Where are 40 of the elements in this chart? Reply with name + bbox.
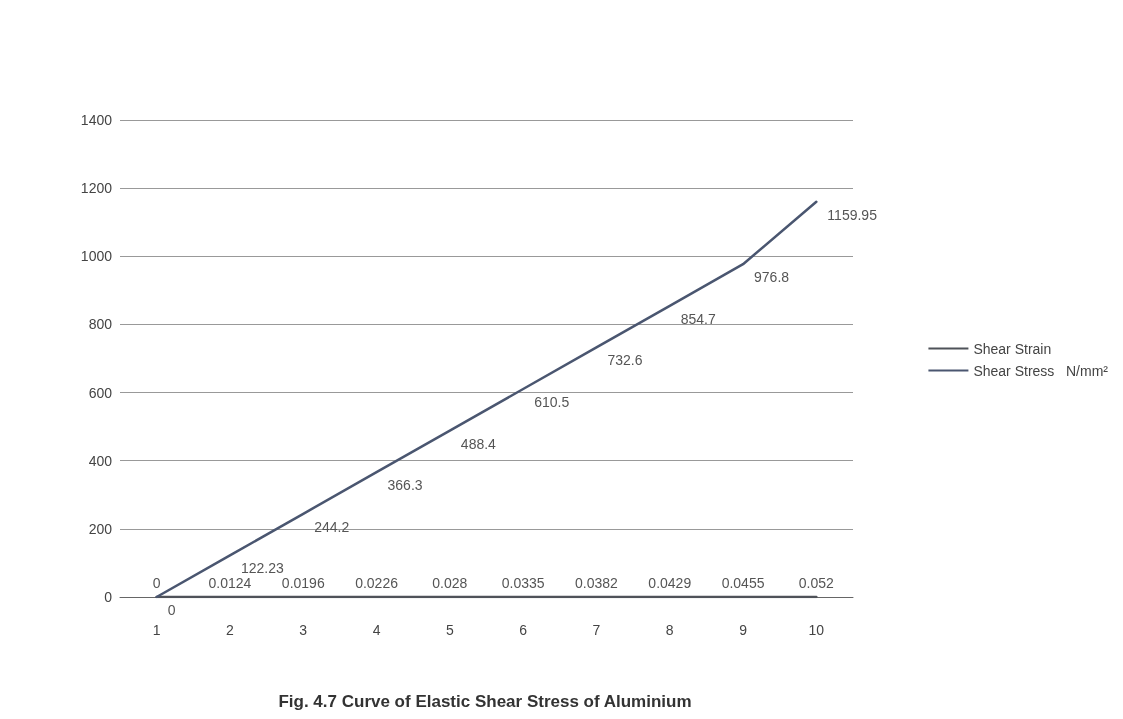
x-tick-label: 3 <box>299 622 308 638</box>
x-tick-label: 10 <box>808 622 825 638</box>
x-tick-label: 7 <box>592 622 601 638</box>
y-tick-label: 200 <box>88 520 113 537</box>
data-label: 366.3 <box>387 477 423 494</box>
x-tick-label: 1 <box>152 622 161 638</box>
data-label: 0.0124 <box>208 575 252 591</box>
data-label: 0 <box>167 602 176 618</box>
text: Fig. 4.7 Curve of Elastic Shear Stress of Aluminium <box>278 692 692 711</box>
legend-label: Shear Stress N/mm² <box>973 362 1109 379</box>
x-tick-label: 2 <box>226 622 235 638</box>
data-label: 0.0455 <box>721 574 765 591</box>
data-label: 0.052 <box>798 574 835 591</box>
x-tick-label: 5 <box>445 622 454 638</box>
x-tick-label: 9 <box>739 622 748 638</box>
data-label: 0.0382 <box>575 574 619 591</box>
y-tick-label: 1200 <box>80 180 113 197</box>
data-label: 0 <box>152 575 161 591</box>
x-tick-label: 4 <box>372 622 381 638</box>
data-label: 0.028 <box>432 574 468 591</box>
data-label: 0.0429 <box>648 574 692 591</box>
data-label: 488.4 <box>460 435 497 452</box>
y-tick-label: 400 <box>88 452 113 469</box>
y-tick-label: 0 <box>104 589 113 605</box>
data-label: 976.8 <box>754 269 790 286</box>
legend-label: Shear Strain <box>973 340 1052 357</box>
data-label: 0.0335 <box>501 574 545 591</box>
data-label: 122.23 <box>240 560 284 577</box>
data-label: 0.0226 <box>355 574 399 591</box>
y-tick-label: 800 <box>88 316 113 333</box>
data-label: 732.6 <box>607 352 643 369</box>
data-label: 610.5 <box>534 393 570 410</box>
y-tick-label: 600 <box>88 384 113 401</box>
y-tick-label: 1000 <box>80 248 113 265</box>
data-label: 854.7 <box>680 310 716 327</box>
data-label: 1159.95 <box>827 206 878 223</box>
y-tick-label: 1400 <box>80 112 113 128</box>
x-tick-label: 8 <box>665 622 674 638</box>
x-tick-label: 6 <box>519 622 528 638</box>
data-label: 0.0196 <box>281 574 325 591</box>
